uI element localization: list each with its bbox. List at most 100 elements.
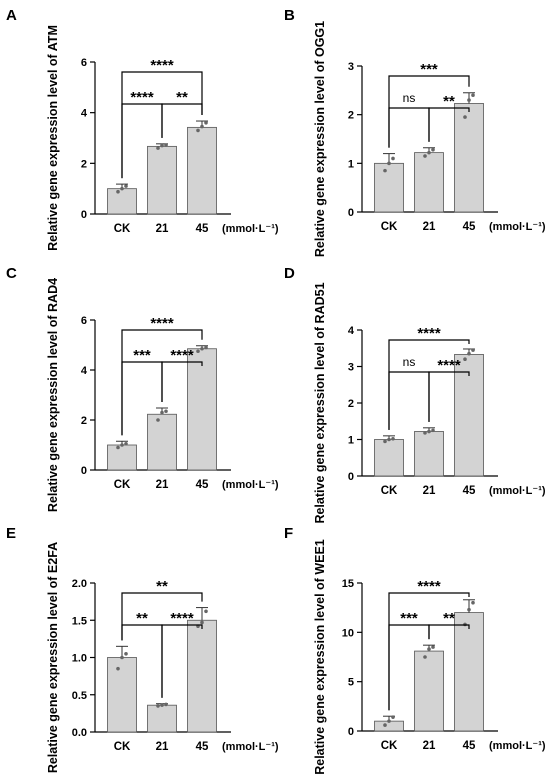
significance-bracket xyxy=(388,107,430,148)
x-tick-label: 45 xyxy=(463,221,476,233)
bar-21 xyxy=(147,413,177,471)
bar-ck xyxy=(374,439,404,477)
significance-bracket xyxy=(161,624,203,698)
y-axis-title: Relative gene expression level of WEE1 xyxy=(313,539,327,774)
data-point xyxy=(160,410,164,415)
x-tick-label: 21 xyxy=(156,223,169,235)
y-axis-title: Relative gene expression level of ATM xyxy=(46,25,60,251)
y-tick-label: 10 xyxy=(342,627,354,639)
y-tick-label: 4 xyxy=(81,365,88,377)
y-tick-label: 0 xyxy=(81,209,87,221)
panel-letter: F xyxy=(284,525,293,542)
significance-label: *** xyxy=(420,61,438,78)
data-point xyxy=(120,655,124,660)
data-point xyxy=(156,418,160,422)
y-tick-label: 2 xyxy=(348,110,354,122)
data-point xyxy=(164,702,168,707)
significance-bracket xyxy=(428,624,470,640)
x-tick-label: CK xyxy=(381,485,398,497)
data-point xyxy=(204,345,208,350)
data-point xyxy=(463,357,467,362)
data-point xyxy=(124,184,128,188)
data-point xyxy=(156,704,160,708)
data-point xyxy=(423,154,427,158)
data-point xyxy=(431,428,435,433)
x-unit-label: (mmol·L⁻¹) xyxy=(489,485,546,497)
data-point xyxy=(387,161,391,166)
bar-21 xyxy=(414,650,444,732)
x-tick-label: CK xyxy=(381,740,398,752)
bar-ck xyxy=(374,162,404,213)
data-point xyxy=(200,346,204,351)
bar-21 xyxy=(147,704,177,733)
x-tick-label: 45 xyxy=(196,479,209,491)
data-point xyxy=(391,715,395,719)
data-point xyxy=(427,647,431,651)
data-point xyxy=(463,115,467,119)
significance-label: ns xyxy=(403,91,416,105)
y-tick-label: 5 xyxy=(348,677,354,689)
data-point xyxy=(383,439,387,444)
significance-label: **** xyxy=(150,315,174,332)
significance-bracket xyxy=(388,371,430,430)
data-point xyxy=(431,147,435,152)
significance-label: *** xyxy=(400,610,418,627)
significance-bracket xyxy=(428,371,470,422)
bar-45 xyxy=(454,612,484,732)
x-tick-label: 21 xyxy=(423,221,436,233)
panel-letter: A xyxy=(6,7,17,24)
y-tick-label: 0 xyxy=(348,726,354,738)
y-tick-label: 2 xyxy=(81,158,87,170)
data-point xyxy=(164,143,168,147)
data-point xyxy=(124,441,128,446)
x-unit-label: (mmol·L⁻¹) xyxy=(489,740,546,752)
data-point xyxy=(391,436,395,441)
significance-bracket xyxy=(388,592,470,711)
data-point xyxy=(120,443,124,447)
significance-label: **** xyxy=(437,357,461,374)
data-point xyxy=(423,431,427,435)
x-unit-label: (mmol·L⁻¹) xyxy=(222,223,279,235)
data-point xyxy=(200,124,204,129)
panel-c: C Relative gene expression level of RAD4 0… xyxy=(6,265,279,512)
panel-f: F Relative gene expression level of WEE1 0… xyxy=(284,525,546,774)
y-axis-title: Relative gene expression level of RAD51 xyxy=(313,282,327,523)
y-tick-label: 6 xyxy=(81,57,87,69)
bar-ck xyxy=(107,657,137,733)
data-point xyxy=(116,189,120,194)
significance-label: *** xyxy=(133,347,151,364)
x-tick-label: CK xyxy=(114,479,131,491)
data-point xyxy=(391,156,395,161)
x-tick-label: CK xyxy=(381,221,398,233)
significance-bracket xyxy=(428,107,470,142)
x-tick-label: 21 xyxy=(423,740,436,752)
panel-letter: B xyxy=(284,7,295,24)
data-point xyxy=(471,348,475,352)
y-tick-label: 0 xyxy=(348,471,354,483)
y-tick-label: 2 xyxy=(348,398,354,410)
bar-ck xyxy=(107,188,137,215)
panel-b: B Relative gene expression level of OGG1 0… xyxy=(284,7,546,257)
x-tick-label: 45 xyxy=(196,741,209,753)
bar-45 xyxy=(187,348,217,471)
significance-label: ns xyxy=(403,355,416,369)
data-point xyxy=(387,719,391,723)
x-tick-label: CK xyxy=(114,223,131,235)
y-tick-label: 0 xyxy=(81,465,87,477)
data-point xyxy=(427,150,431,155)
panel-e: E Relative gene expression level of E2FA 0… xyxy=(6,525,279,773)
x-unit-label: (mmol·L⁻¹) xyxy=(222,479,279,491)
data-point xyxy=(196,349,200,354)
data-point xyxy=(124,651,128,656)
y-tick-label: 6 xyxy=(81,315,87,327)
data-point xyxy=(120,186,124,191)
significance-label: **** xyxy=(150,57,174,74)
y-tick-label: 2.0 xyxy=(72,578,87,590)
data-point xyxy=(204,121,208,125)
y-tick-label: 0 xyxy=(348,207,354,219)
data-point xyxy=(467,607,471,612)
y-tick-label: 1 xyxy=(348,158,354,170)
panel-letter: C xyxy=(6,265,17,282)
data-point xyxy=(423,655,427,659)
x-unit-label: (mmol·L⁻¹) xyxy=(222,741,279,753)
